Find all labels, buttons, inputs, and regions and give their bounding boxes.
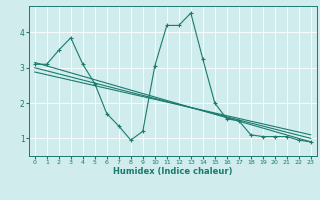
X-axis label: Humidex (Indice chaleur): Humidex (Indice chaleur)	[113, 167, 233, 176]
